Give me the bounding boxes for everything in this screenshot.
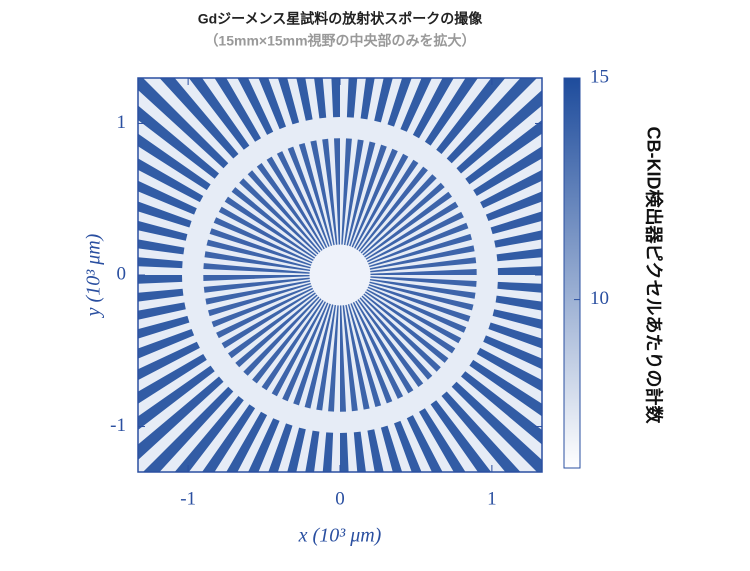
x-tick-label: 0 [335, 488, 345, 509]
center-disk [309, 244, 371, 306]
colorbar-tick-label: 10 [590, 288, 609, 309]
x-tick-label: -1 [180, 488, 196, 509]
y-tick-label: 0 [117, 263, 127, 284]
colorbar-tick-label: 15 [590, 66, 609, 87]
spokes [138, 78, 542, 472]
y-tick-label: -1 [110, 415, 126, 436]
image [138, 78, 542, 472]
chart-title: Gdジーメンス星試料の放射状スポークの撮像 [198, 11, 484, 27]
colorbar [563, 77, 581, 469]
y-tick-label: 1 [117, 112, 127, 133]
colorbar-label: CB-KID検出器ピクセルあたりの計数 [643, 127, 664, 425]
y-axis-label: y (10³ μm) [83, 233, 105, 318]
x-axis-label: x (10³ μm) [298, 525, 382, 547]
spokes [203, 138, 477, 412]
x-tick-label: 1 [487, 488, 497, 509]
chart-subtitle: （15mm×15mm視野の中央部のみを拡大） [204, 33, 475, 49]
